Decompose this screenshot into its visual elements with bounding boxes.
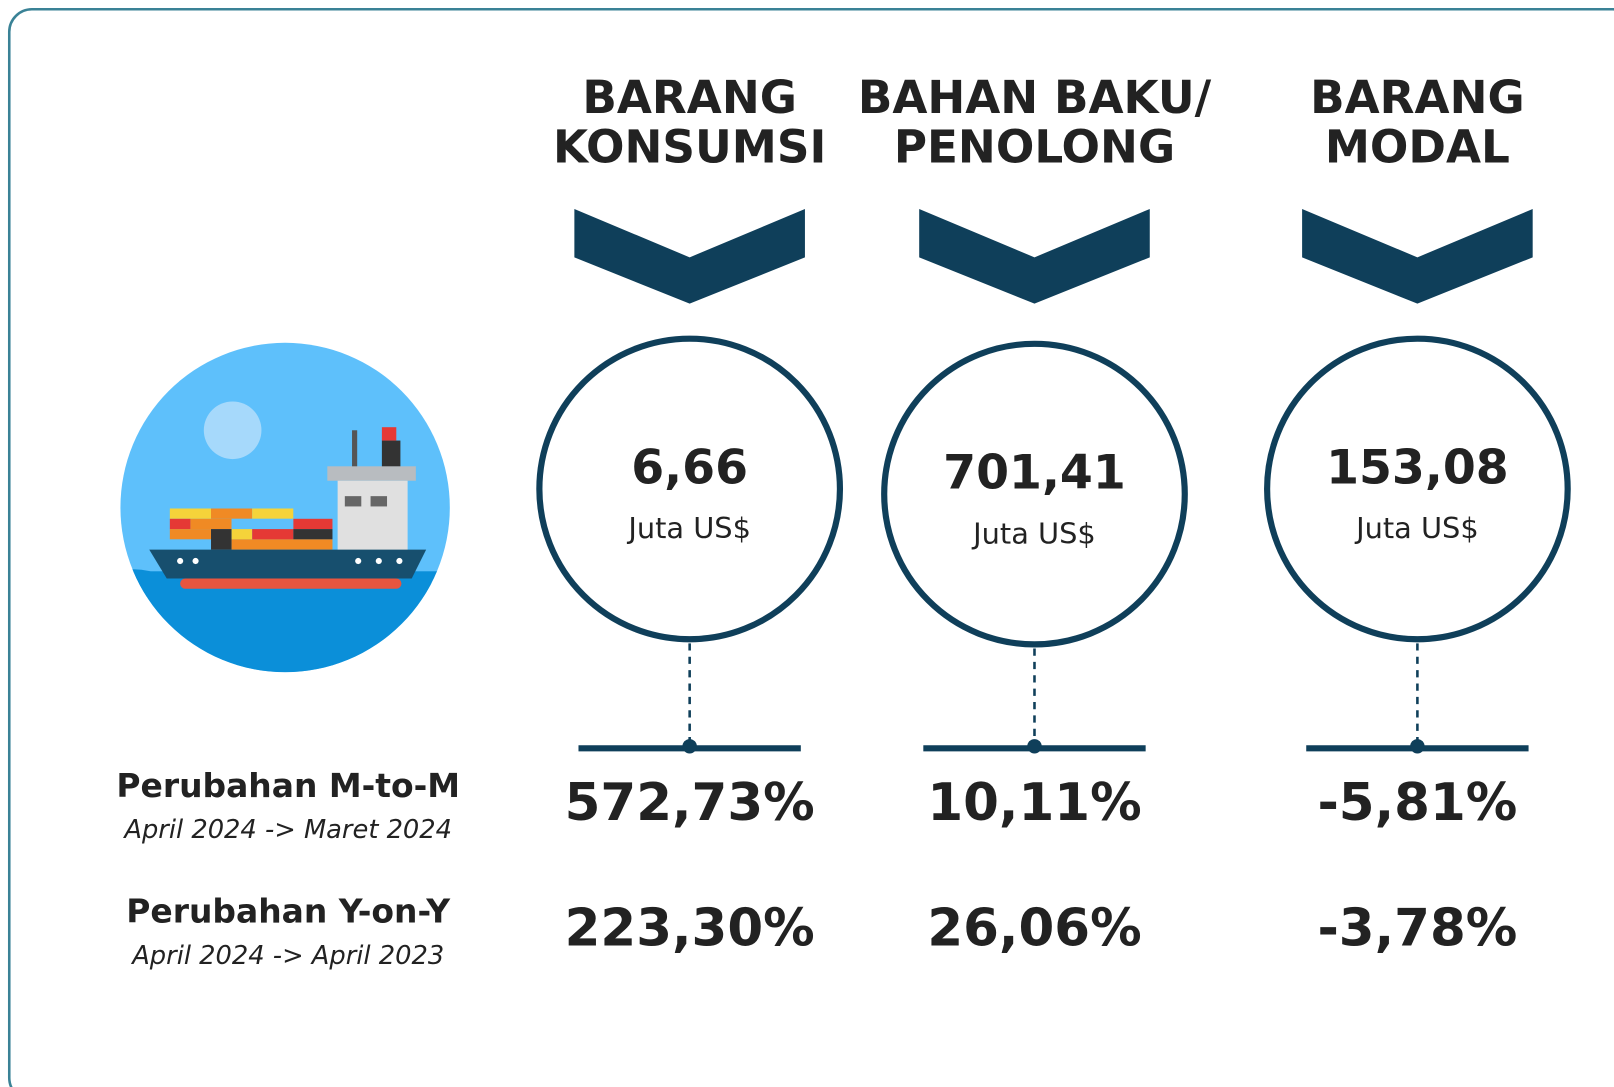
row-period: April 2024 -> April 2023: [130, 941, 444, 971]
yoy-value: -3,78%: [1317, 899, 1517, 959]
mtm-value: 572,73%: [565, 773, 815, 833]
ship-icon: [120, 342, 450, 673]
value: 701,41: [943, 446, 1126, 501]
value-circle: [881, 340, 1188, 648]
baseline-dot: [1027, 739, 1042, 754]
row-label: Perubahan M-to-M: [116, 766, 460, 805]
chevron: [1302, 208, 1533, 304]
column-title: BAHAN BAKU/: [858, 71, 1212, 124]
column-title: PENOLONG: [894, 120, 1175, 173]
chevron: [919, 208, 1150, 304]
column-title: BARANG: [1310, 71, 1525, 124]
column-title: BARANG: [582, 71, 797, 124]
value: 6,66: [631, 440, 748, 495]
yoy-value: 26,06%: [927, 899, 1141, 959]
mtm-value: -5,81%: [1317, 773, 1517, 833]
unit: Juta US$: [626, 511, 751, 545]
row-label: Perubahan Y-on-Y: [126, 892, 451, 931]
column-title: KONSUMSI: [553, 120, 826, 173]
unit: Juta US$: [1354, 511, 1479, 545]
baseline-dot: [1410, 739, 1425, 754]
value: 153,08: [1326, 440, 1509, 495]
yoy-value: 223,30%: [565, 899, 815, 959]
baseline-dot: [682, 739, 697, 754]
mtm-value: 10,11%: [927, 773, 1141, 833]
column-title: MODAL: [1325, 120, 1510, 173]
value-circle: [536, 335, 844, 643]
row-period: April 2024 -> Maret 2024: [122, 815, 452, 845]
unit: Juta US$: [971, 516, 1096, 550]
chevron: [574, 208, 805, 304]
value-circle: [1264, 335, 1571, 643]
